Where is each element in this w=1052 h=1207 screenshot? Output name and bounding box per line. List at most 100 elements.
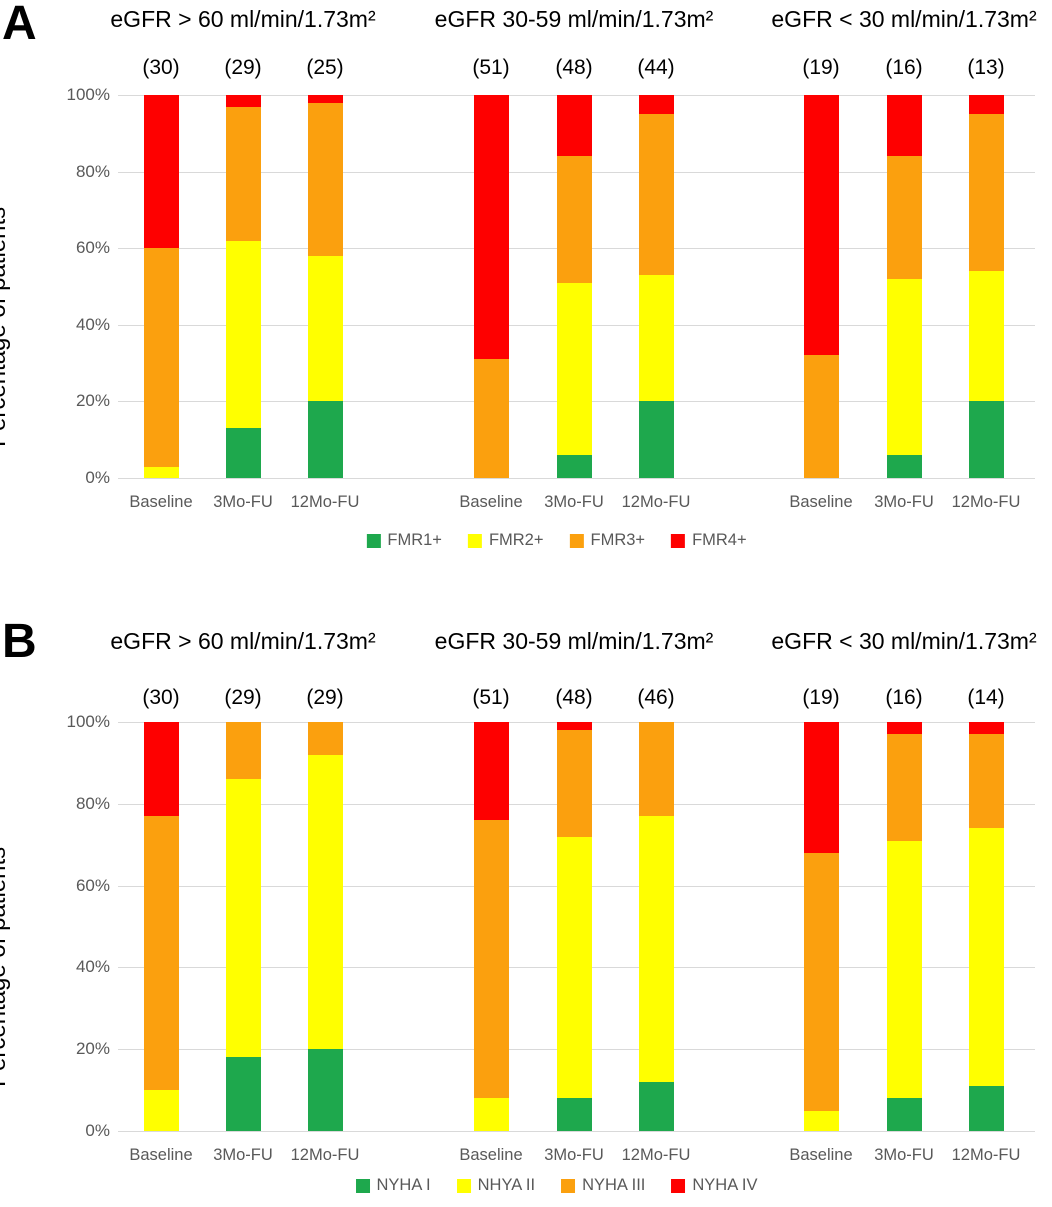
legend-swatch-nhya-ii xyxy=(456,1178,471,1193)
bar-segment-fmr4+ xyxy=(968,95,1004,115)
stacked-bar xyxy=(886,722,922,1131)
y-tick-label: 100% xyxy=(66,712,110,731)
bar-n-count: (51) xyxy=(472,686,510,709)
bar-segment-fmr2+ xyxy=(307,255,343,402)
bar-segment-fmr1+ xyxy=(556,455,592,478)
bar-segment-fmr3+ xyxy=(638,114,674,276)
bar-segment-nhya-ii xyxy=(225,779,261,1058)
legend-label: FMR2+ xyxy=(488,531,544,549)
gridline xyxy=(118,1131,1035,1132)
y-tick-label: 40% xyxy=(75,314,110,334)
bar-n-count: (48) xyxy=(555,686,593,709)
legend-item: FMR1+ xyxy=(366,531,442,550)
legend-item: FMR4+ xyxy=(671,531,747,550)
legend-label: NYHA I xyxy=(376,1176,431,1194)
panel-letter: A xyxy=(2,0,37,50)
bar-segment-fmr1+ xyxy=(307,401,343,478)
egfr-group-title: eGFR 30-59 ml/min/1.73m² xyxy=(434,6,714,32)
bar-segment-fmr4+ xyxy=(556,95,592,157)
bar-segment-nyha-i xyxy=(307,1049,343,1131)
bar-segment-fmr3+ xyxy=(556,156,592,283)
y-tick-label: 20% xyxy=(75,1039,110,1059)
x-category-label: 3Mo-FU xyxy=(874,1146,934,1164)
stacked-bar xyxy=(307,722,343,1131)
legend-label: NYHA III xyxy=(582,1176,646,1194)
x-category-label: 3Mo-FU xyxy=(544,1146,604,1164)
y-axis-label: Percentage of patients xyxy=(0,846,11,1087)
bar-segment-fmr2+ xyxy=(225,240,261,429)
x-category-label: 12Mo-FU xyxy=(951,1146,1021,1164)
stacked-bar xyxy=(307,95,343,478)
bar-segment-nyha-iv xyxy=(556,722,592,731)
bar-n-count: (46) xyxy=(637,686,675,709)
bar-n-count: (29) xyxy=(224,56,262,79)
bar-segment-fmr4+ xyxy=(803,95,839,356)
x-category-label: Baseline xyxy=(459,1146,523,1164)
bar-n-count: (16) xyxy=(885,686,923,709)
stacked-bar xyxy=(803,95,839,478)
bar-segment-nyha-i xyxy=(225,1057,261,1131)
y-tick-label: 40% xyxy=(75,957,110,977)
panel-letter: B xyxy=(2,615,37,668)
bar-segment-fmr3+ xyxy=(143,248,179,467)
bar-n-count: (14) xyxy=(967,686,1005,709)
bar-segment-fmr1+ xyxy=(638,401,674,478)
bar-segment-nyha-i xyxy=(638,1081,674,1131)
x-category-label: 12Mo-FU xyxy=(951,493,1021,511)
bar-segment-fmr4+ xyxy=(143,95,179,249)
chart-legend: FMR1+ FMR2+ FMR3+ FMR4+ xyxy=(366,531,747,550)
egfr-group-title: eGFR > 60 ml/min/1.73m² xyxy=(110,6,376,32)
bar-n-count: (19) xyxy=(802,56,840,79)
bar-segment-fmr2+ xyxy=(556,282,592,456)
bar-segment-nyha-iii xyxy=(638,722,674,817)
bar-segment-fmr1+ xyxy=(225,428,261,478)
stacked-bar xyxy=(968,722,1004,1131)
stacked-bar xyxy=(143,95,179,478)
bar-segment-fmr3+ xyxy=(803,355,839,478)
x-category-label: Baseline xyxy=(129,1146,193,1164)
legend-item: NYHA III xyxy=(561,1176,645,1195)
bar-segment-fmr4+ xyxy=(307,95,343,103)
legend-item: NHYA II xyxy=(456,1176,536,1195)
y-tick-label: 60% xyxy=(75,875,110,895)
legend-item: NYHA I xyxy=(355,1176,431,1195)
stacked-bar xyxy=(638,95,674,478)
bar-segment-fmr1+ xyxy=(886,455,922,478)
x-category-label: Baseline xyxy=(789,493,853,511)
legend-swatch-nyha-iii xyxy=(561,1178,576,1193)
y-tick-label: 0% xyxy=(85,1121,110,1140)
bar-segment-nhya-ii xyxy=(803,1110,839,1131)
x-category-label: Baseline xyxy=(789,1146,853,1164)
y-tick-label: 60% xyxy=(75,238,110,258)
bar-segment-nyha-i xyxy=(556,1098,592,1131)
bar-segment-fmr3+ xyxy=(473,359,509,478)
y-tick-label: 80% xyxy=(75,161,110,181)
legend-item: NYHA IV xyxy=(671,1176,757,1195)
egfr-group-title: eGFR > 60 ml/min/1.73m² xyxy=(110,628,376,654)
y-tick-label: 100% xyxy=(66,85,110,104)
bar-segment-fmr4+ xyxy=(473,95,509,360)
legend-label: NHYA II xyxy=(477,1176,536,1194)
bar-n-count: (19) xyxy=(802,686,840,709)
bar-segment-nhya-ii xyxy=(638,816,674,1082)
bar-n-count: (13) xyxy=(967,56,1005,79)
bar-segment-nyha-iv xyxy=(143,722,179,817)
legend-swatch-nyha-i xyxy=(355,1178,370,1193)
legend-item: FMR3+ xyxy=(569,531,646,550)
stacked-bar xyxy=(638,722,674,1131)
x-category-label: 3Mo-FU xyxy=(544,493,604,511)
legend-label: FMR3+ xyxy=(590,531,646,549)
bar-segment-fmr1+ xyxy=(968,401,1004,478)
stacked-bar xyxy=(225,95,261,478)
legend-swatch-fmr4+ xyxy=(671,533,686,548)
bar-segment-fmr4+ xyxy=(225,95,261,107)
egfr-group-title: eGFR 30-59 ml/min/1.73m² xyxy=(434,628,714,654)
bar-segment-fmr2+ xyxy=(968,271,1004,402)
bar-n-count: (25) xyxy=(306,56,344,79)
bar-segment-fmr2+ xyxy=(638,275,674,402)
legend-label: NYHA IV xyxy=(692,1176,758,1194)
legend-label: FMR1+ xyxy=(387,531,442,549)
bar-segment-nyha-iii xyxy=(473,820,509,1099)
legend-swatch-fmr3+ xyxy=(569,533,584,548)
